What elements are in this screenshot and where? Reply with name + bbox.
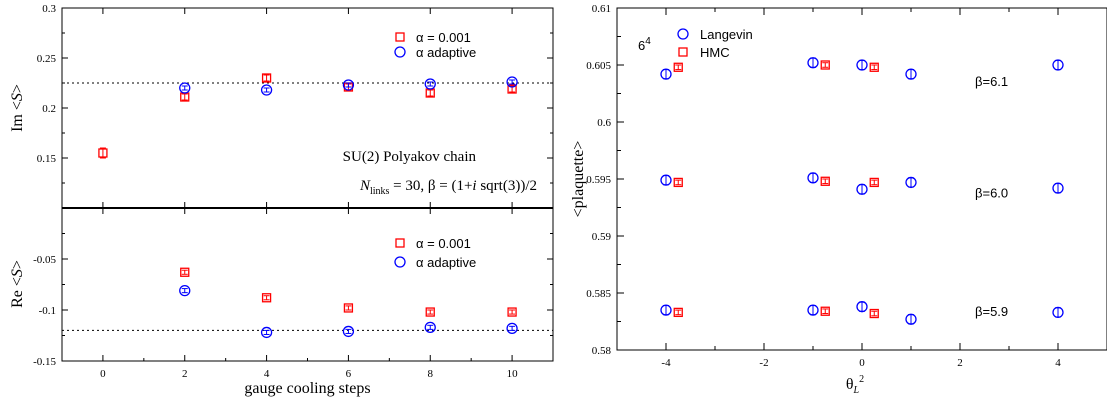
re-blue-circle-point bbox=[506, 322, 518, 335]
im-blue-circle-point bbox=[342, 79, 355, 91]
langevin-point bbox=[1052, 59, 1064, 71]
re-x-tick-label: 10 bbox=[507, 368, 519, 380]
plaquette-y-tick-label: 0.59 bbox=[592, 231, 612, 243]
plaquette-y-tick-label: 0.58 bbox=[592, 345, 612, 357]
hmc-point bbox=[820, 306, 830, 316]
langevin-point bbox=[905, 68, 917, 80]
plaquette-y-tick-label: 0.605 bbox=[586, 60, 611, 72]
im-y-tick-label: 0.25 bbox=[37, 53, 57, 65]
hmc-point bbox=[820, 176, 830, 186]
plaquette-y-tick-label: 0.585 bbox=[586, 288, 611, 300]
im-legend-marker bbox=[394, 46, 406, 58]
langevin-point bbox=[856, 59, 868, 71]
im-y-tick-label: 0.15 bbox=[37, 153, 57, 165]
hmc-point bbox=[869, 177, 879, 188]
re-x-tick-label: 2 bbox=[182, 368, 188, 380]
re-red-square-point bbox=[180, 267, 190, 277]
re-y-tick-label: -0.15 bbox=[33, 356, 56, 368]
langevin-point bbox=[807, 304, 819, 316]
plaquette-y-tick-label: 0.595 bbox=[586, 174, 611, 186]
langevin-point bbox=[905, 176, 917, 189]
re-x-tick-label: 6 bbox=[346, 368, 352, 380]
lattice-size-label: 64 bbox=[638, 36, 651, 53]
langevin-point bbox=[660, 174, 672, 186]
im-red-square-point bbox=[507, 84, 517, 94]
re-red-square-point bbox=[261, 293, 272, 303]
im-y-tick-label: 0.3 bbox=[42, 3, 56, 15]
langevin-point bbox=[905, 313, 917, 325]
re-y-axis-label: Re <S> bbox=[9, 260, 26, 308]
im-blue-circle-point bbox=[179, 82, 191, 94]
langevin-point bbox=[856, 183, 868, 195]
plaquette-x-tick-label: 4 bbox=[1055, 357, 1061, 369]
hmc-point bbox=[673, 177, 683, 188]
beta-label: β=6.1 bbox=[975, 74, 1008, 89]
re-s-panel: -0.15 -0.1 -0.05 0 2 4 6 8 10 α = 0.001 α adaptive… bbox=[9, 207, 554, 397]
beta-label: β=6.0 bbox=[975, 186, 1008, 201]
hmc-point bbox=[673, 307, 683, 318]
langevin-point bbox=[856, 301, 868, 313]
hmc-point bbox=[673, 62, 683, 72]
re-legend-label: α adaptive bbox=[416, 255, 476, 270]
plaquette-y-axis-label: <plaquette> bbox=[570, 141, 587, 218]
re-x-tick-label: 0 bbox=[100, 368, 106, 380]
re-x-axis-label: gauge cooling steps bbox=[244, 380, 370, 397]
im-red-square-point bbox=[261, 73, 272, 83]
langevin-legend-label: Langevin bbox=[700, 27, 753, 42]
plaquette-plot-frame bbox=[616, 7, 1107, 351]
im-blue-circle-point bbox=[260, 84, 273, 96]
re-blue-circle-point bbox=[179, 284, 191, 297]
im-blue-circle-point bbox=[506, 76, 518, 88]
re-red-square-point bbox=[507, 307, 517, 317]
re-red-square-point bbox=[425, 307, 435, 317]
im-legend-marker bbox=[395, 32, 405, 42]
plaquette-x-axis-label: θL2 bbox=[846, 374, 864, 396]
im-legend-label: α = 0.001 bbox=[416, 30, 471, 45]
im-red-square-point bbox=[98, 148, 108, 158]
re-plot-frame bbox=[61, 207, 554, 362]
plaquette-x-tick-label: -4 bbox=[661, 357, 671, 369]
hmc-point bbox=[869, 62, 879, 72]
hmc-legend-label: HMC bbox=[700, 45, 730, 60]
langevin-point bbox=[1052, 306, 1064, 319]
hmc-point bbox=[820, 60, 830, 70]
re-legend-label: α = 0.001 bbox=[416, 236, 471, 251]
im-annotation-title: SU(2) Polyakov chain bbox=[343, 149, 477, 165]
re-y-tick-label: -0.05 bbox=[33, 254, 56, 266]
re-blue-circle-point bbox=[424, 321, 436, 333]
hmc-legend-marker bbox=[678, 47, 688, 57]
re-legend-marker bbox=[394, 256, 406, 268]
im-y-tick-label: 0.2 bbox=[42, 103, 56, 115]
re-blue-circle-point bbox=[260, 326, 273, 339]
plaquette-x-tick-label: -2 bbox=[759, 357, 768, 369]
im-legend-label: α adaptive bbox=[416, 45, 476, 60]
re-x-tick-label: 4 bbox=[264, 368, 270, 380]
im-blue-circle-point bbox=[424, 78, 436, 90]
plaquette-panel: 0.58 0.585 0.59 0.595 0.6 0.605 0.61 -4 -2 0 2 4 Lan… bbox=[570, 3, 1107, 396]
beta-label: β=5.9 bbox=[975, 304, 1008, 319]
re-x-tick-label: 8 bbox=[428, 368, 434, 380]
re-legend-marker bbox=[395, 238, 405, 248]
langevin-legend-marker bbox=[677, 28, 689, 40]
langevin-point bbox=[660, 68, 672, 80]
hmc-point bbox=[869, 308, 879, 319]
plaquette-x-tick-label: 0 bbox=[859, 357, 865, 369]
re-y-tick-label: -0.1 bbox=[39, 305, 56, 317]
re-red-square-point bbox=[343, 303, 354, 313]
langevin-point bbox=[1052, 182, 1064, 194]
im-annotation-params: Nlinks = 30, β = (1+i sqrt(3))/2 bbox=[359, 178, 537, 197]
plaquette-x-tick-label: 2 bbox=[957, 357, 963, 369]
langevin-point bbox=[807, 172, 819, 184]
im-y-axis-label: Im <S> bbox=[9, 84, 26, 132]
re-blue-circle-point bbox=[342, 325, 355, 338]
plaquette-y-tick-label: 0.61 bbox=[592, 3, 611, 15]
plaquette-y-tick-label: 0.6 bbox=[597, 117, 611, 129]
langevin-point bbox=[807, 57, 819, 69]
langevin-point bbox=[660, 304, 672, 316]
